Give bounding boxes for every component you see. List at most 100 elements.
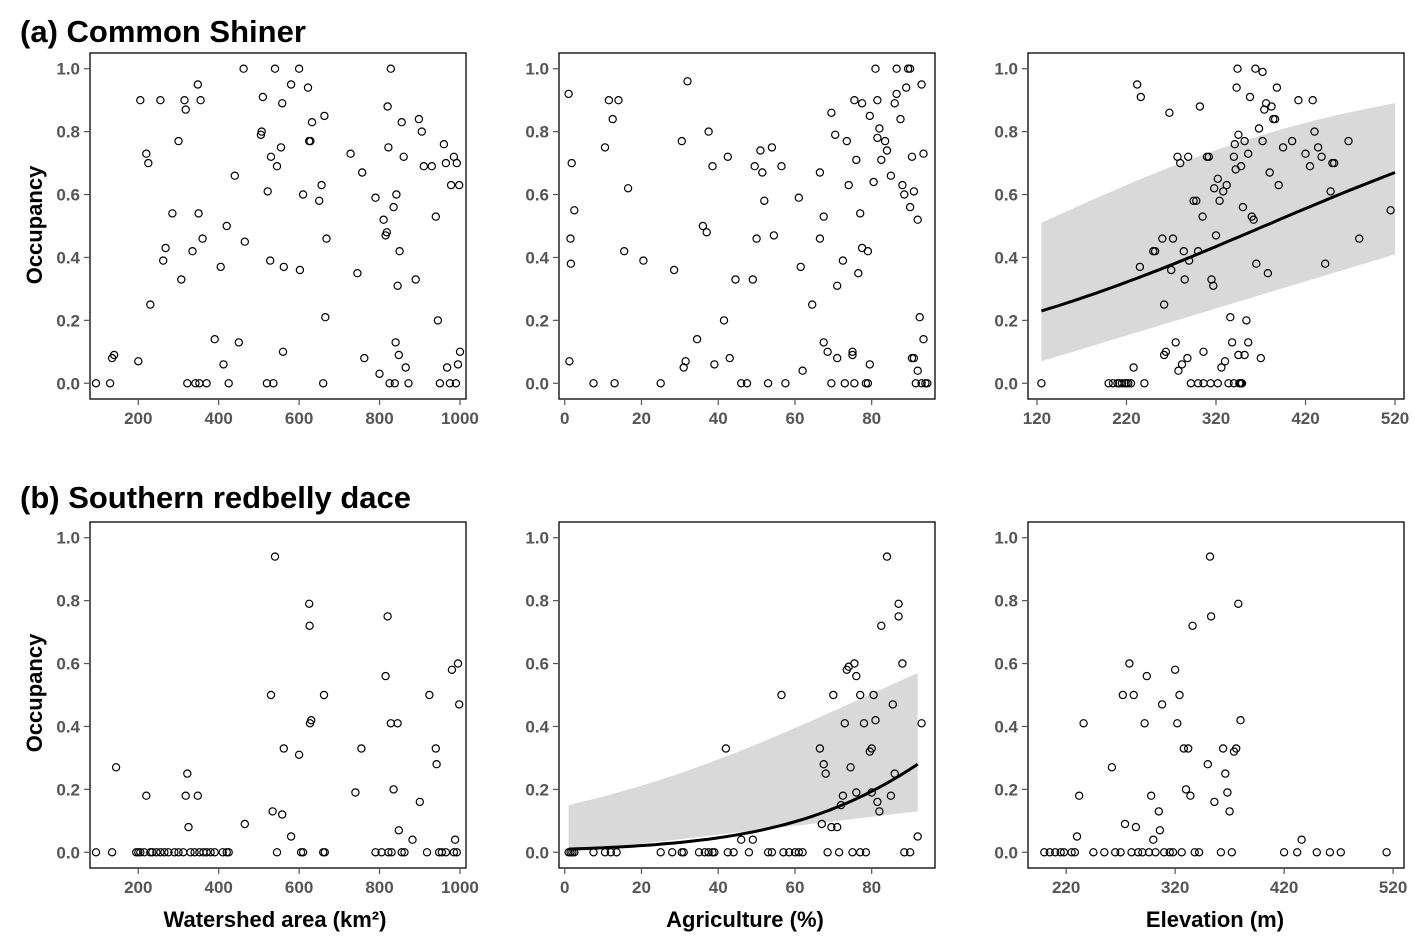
data-point [614, 95, 623, 105]
data-point [1188, 621, 1197, 631]
data-point [441, 848, 451, 857]
data-point [1210, 797, 1219, 807]
data-point [160, 848, 169, 857]
data-point [278, 99, 287, 108]
data-point [111, 763, 121, 772]
data-point [848, 848, 857, 857]
data-point [570, 206, 579, 215]
data-point [1267, 102, 1276, 111]
data-point [1132, 80, 1142, 89]
data-point [570, 848, 579, 857]
data-point [146, 300, 155, 309]
data-point [431, 744, 440, 753]
data-point [295, 265, 305, 275]
x-tick-label: 320 [1202, 409, 1230, 428]
data-point [1177, 848, 1186, 857]
data-point [286, 80, 296, 89]
x-tick-label: 20 [632, 878, 651, 897]
data-point [1336, 848, 1346, 857]
data-point [656, 379, 665, 388]
data-point [1238, 202, 1248, 212]
data-point [1199, 347, 1208, 356]
data-point [1209, 281, 1218, 290]
data-point [1186, 379, 1196, 388]
x-tick-label: 60 [785, 409, 804, 428]
data-point [1192, 196, 1201, 205]
data-point [892, 89, 901, 99]
data-point [319, 379, 328, 388]
data-point [401, 363, 410, 372]
data-point [1126, 379, 1136, 388]
panel-a-agriculture: 0.0 0.2 0.4 0.6 0.8 1.0 0 20 40 60 80 [525, 52, 936, 428]
data-point [742, 379, 752, 388]
y-tick-label: 0.6 [525, 186, 549, 205]
y-tick-label: 0.2 [56, 780, 80, 799]
data-point [266, 256, 275, 265]
data-point [758, 168, 767, 177]
data-point [894, 599, 903, 609]
y-tick-label: 0.0 [525, 843, 549, 862]
data-point [1308, 95, 1317, 105]
data-point [694, 848, 704, 857]
data-point [865, 111, 875, 121]
data-point [266, 152, 276, 161]
data-point [748, 275, 758, 284]
data-point [91, 379, 101, 388]
data-point [846, 763, 855, 772]
data-point [1193, 246, 1203, 256]
data-point [360, 353, 369, 363]
data-point [320, 848, 329, 857]
data-point [397, 848, 406, 857]
data-point [1183, 744, 1193, 753]
data-point [1045, 848, 1055, 857]
x-tick-label: 220 [1112, 409, 1140, 428]
data-point [865, 360, 875, 369]
data-point [1258, 67, 1267, 77]
data-point [779, 848, 788, 857]
y-tick-label: 1.0 [994, 529, 1018, 548]
data-point [763, 848, 773, 857]
data-point [239, 64, 248, 73]
data-point [725, 353, 734, 363]
data-point [322, 234, 331, 243]
data-point [769, 231, 779, 240]
data-point [1354, 234, 1364, 243]
data-point [1129, 690, 1138, 700]
data-point [263, 187, 272, 196]
data-point [905, 202, 915, 212]
data-point [1252, 259, 1261, 268]
y-tick-label: 1.0 [525, 529, 549, 548]
data-point [193, 80, 202, 89]
plot-frame [1027, 521, 1405, 869]
data-point [1056, 848, 1065, 857]
data-point [417, 127, 426, 136]
data-point [892, 64, 901, 73]
data-point [240, 237, 249, 246]
data-point [1301, 149, 1310, 158]
data-point [565, 357, 574, 366]
y-tick-label: 1.0 [56, 529, 80, 548]
data-point [1150, 246, 1160, 256]
data-point [890, 769, 899, 778]
data-point [1173, 719, 1182, 728]
data-point [831, 130, 840, 139]
data-point [1245, 92, 1255, 102]
data-point [305, 621, 314, 631]
data-point [384, 848, 393, 857]
data-point [1234, 599, 1243, 609]
data-point [880, 136, 890, 146]
data-point [390, 379, 399, 388]
data-point [156, 848, 165, 857]
data-point [894, 612, 903, 621]
data-point [1161, 347, 1171, 356]
data-point [1227, 848, 1237, 857]
data-point [1133, 848, 1143, 857]
y-tick-label: 0.4 [56, 248, 80, 267]
data-point [453, 360, 463, 369]
data-point [708, 161, 717, 171]
data-point [1233, 64, 1242, 73]
data-point [857, 99, 867, 108]
data-point [447, 665, 457, 675]
data-point [224, 379, 233, 388]
